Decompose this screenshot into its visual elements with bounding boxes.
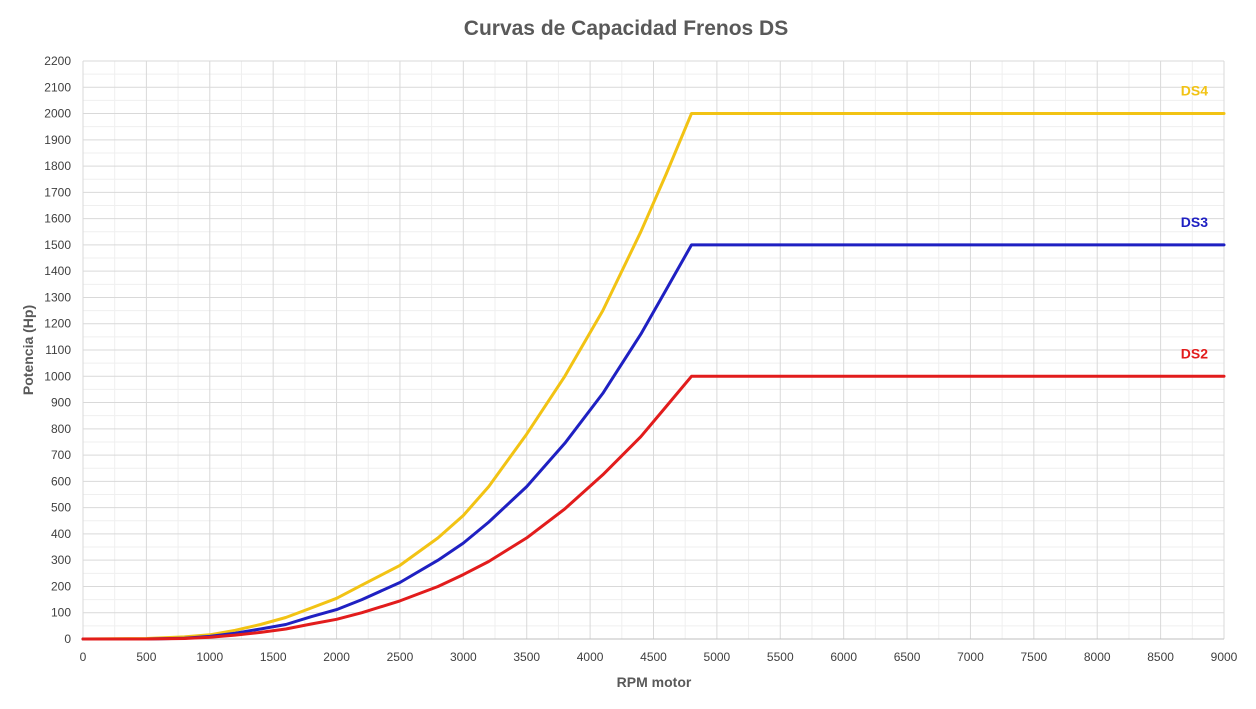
y-tick-label: 1000 — [44, 369, 71, 383]
x-axis-title: RPM motor — [617, 674, 692, 690]
x-tick-label: 5500 — [767, 650, 794, 664]
x-tick-label: 8000 — [1084, 650, 1111, 664]
y-tick-label: 1700 — [44, 185, 71, 199]
y-tick-label: 600 — [51, 474, 71, 488]
y-tick-label: 1900 — [44, 133, 71, 147]
y-tick-label: 1400 — [44, 264, 71, 278]
y-tick-label: 1800 — [44, 159, 71, 173]
y-tick-label: 1500 — [44, 238, 71, 252]
y-tick-label: 2200 — [44, 54, 71, 68]
y-tick-label: 1100 — [45, 343, 71, 357]
y-tick-label: 1200 — [44, 317, 71, 331]
x-tick-label: 6500 — [894, 650, 921, 664]
y-tick-labels: 0 100 200 300 400 500 600 700 800 900 1000 1100 1200… — [44, 54, 71, 646]
y-tick-label: 900 — [51, 396, 71, 410]
y-axis-title: Potencia (Hp) — [20, 305, 36, 395]
x-tick-labels: 0 500 1000 1500 2000 2500 3000 3500 4000 4500 5000… — [80, 650, 1238, 664]
x-tick-label: 9000 — [1211, 650, 1238, 664]
chart-title: Curvas de Capacidad Frenos DS — [464, 17, 788, 40]
x-tick-label: 8500 — [1147, 650, 1174, 664]
series-labels: DS4 DS3 DS2 — [1181, 83, 1208, 362]
y-tick-label: 400 — [51, 527, 71, 541]
series-label-ds4: DS4 — [1181, 83, 1208, 99]
x-tick-label: 7500 — [1020, 650, 1047, 664]
y-tick-label: 1300 — [44, 290, 71, 304]
y-tick-label: 2100 — [44, 80, 71, 94]
x-tick-label: 5000 — [704, 650, 731, 664]
y-tick-label: 2000 — [44, 107, 71, 121]
y-tick-label: 800 — [51, 422, 71, 436]
y-tick-label: 0 — [64, 632, 71, 646]
y-tick-label: 100 — [51, 606, 71, 620]
x-tick-label: 7000 — [957, 650, 984, 664]
x-tick-label: 4500 — [640, 650, 667, 664]
x-tick-label: 3500 — [513, 650, 540, 664]
series-label-ds2: DS2 — [1181, 345, 1208, 361]
x-tick-label: 4000 — [577, 650, 604, 664]
series-label-ds3: DS3 — [1181, 214, 1208, 230]
x-tick-label: 0 — [80, 650, 87, 664]
x-tick-label: 3000 — [450, 650, 477, 664]
series-line-ds2 — [81, 374, 1226, 641]
y-tick-label: 500 — [51, 501, 71, 515]
x-tick-label: 1000 — [196, 650, 223, 664]
y-tick-label: 300 — [51, 553, 71, 567]
x-tick-label: 2000 — [323, 650, 350, 664]
y-tick-label: 200 — [51, 579, 71, 593]
y-tick-label: 1600 — [44, 212, 71, 226]
x-tick-label: 1500 — [260, 650, 287, 664]
y-tick-label: 700 — [51, 448, 71, 462]
grid — [82, 60, 1225, 640]
series-lines — [81, 112, 1226, 641]
x-tick-label: 2500 — [387, 650, 414, 664]
series-line-ds4 — [81, 112, 1226, 641]
x-tick-label: 500 — [136, 650, 156, 664]
x-tick-label: 6000 — [830, 650, 857, 664]
